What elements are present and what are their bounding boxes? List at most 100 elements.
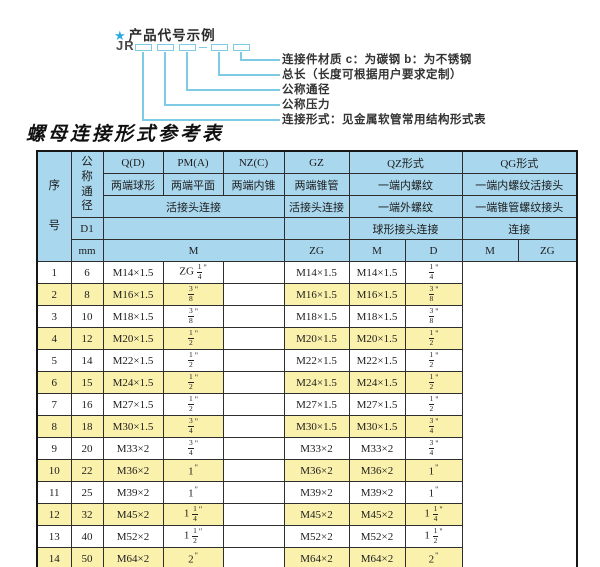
inch-mark: " (194, 351, 198, 361)
cell-dn-mm: 14 (70, 349, 104, 372)
table-row: 13 40 M52×2 1 1 2 " M52×2 M52×2 1 1 2 " (36, 525, 577, 548)
cell-qg-zg: 1 1 2 " (404, 525, 463, 548)
inch-mark: " (194, 307, 198, 317)
header-zg-label: ZG (283, 239, 350, 262)
header-union-connection: 活接头连接 (102, 195, 285, 218)
cell-m-union: M33×2 (102, 437, 164, 460)
inch-mark: " (435, 373, 439, 383)
cell-m-union: M36×2 (102, 459, 164, 482)
code-box-4 (211, 44, 228, 51)
cell-qg-zg: 3 4 " (404, 437, 463, 460)
table-header: 序号 公称通径 Q(D) PM(A) NZ(C) GZ QZ形式 QG形式 两端… (36, 150, 578, 262)
table-row: 1 6 M14×1.5 ZG 1 4 " M14×1.5 M14×1.5 1 4 " (36, 261, 577, 284)
cell-qz-m (222, 261, 285, 284)
cell-gz-zg: 3 8 " (162, 283, 224, 306)
cell-m-union: M30×1.5 (102, 415, 164, 438)
cell-seq: 5 (36, 349, 72, 372)
cell-gz-zg: 1 1 4 " (162, 503, 224, 526)
inch-mark: " (435, 485, 439, 495)
cell-seq: 11 (36, 481, 72, 504)
inch-mark: " (435, 417, 439, 427)
inch-mark: " (194, 373, 198, 383)
cell-qg-m: M22×1.5 (348, 349, 406, 372)
table-row: 3 10 M18×1.5 3 8 " M18×1.5 M18×1.5 3 8 " (36, 305, 577, 328)
inch-mark: " (194, 285, 198, 295)
connector-line (218, 74, 280, 76)
cell-dn-mm: 18 (70, 415, 104, 438)
cell-m-union: M39×2 (102, 481, 164, 504)
cell-qg-m: M20×1.5 (348, 327, 406, 350)
cell-qz-d: M22×1.5 (283, 349, 350, 372)
connector-line (218, 52, 220, 75)
header-qz: QZ形式 (348, 150, 463, 174)
connector-line (240, 59, 280, 61)
inch-mark: " (194, 395, 198, 405)
inch-mark: " (194, 463, 198, 473)
header-pm-desc: 两端平面 (162, 173, 224, 196)
cell-dn-mm: 12 (70, 327, 104, 350)
cell-gz-zg: 3 4 " (162, 437, 224, 460)
cell-seq: 9 (36, 437, 72, 460)
cell-seq: 10 (36, 459, 72, 482)
cell-qz-m (222, 415, 285, 438)
cell-gz-zg: 1 2 " (162, 371, 224, 394)
header-empty-m-range (102, 217, 285, 240)
header-qg: QG形式 (461, 150, 578, 174)
cell-qg-zg: 1 2 " (404, 349, 463, 372)
code-label-length: 总长（长度可根据用户要求定制） (282, 69, 462, 81)
cell-m-union: M14×1.5 (102, 261, 164, 284)
cell-qz-m (222, 437, 285, 460)
cell-qg-m: M52×2 (348, 525, 406, 548)
code-box-1 (135, 44, 152, 51)
cell-dn-mm: 8 (70, 283, 104, 306)
header-qg-desc2: 一端锥管螺纹接头 (461, 195, 578, 218)
cell-qg-zg: 1 2 " (404, 393, 463, 416)
cell-m-union: M27×1.5 (102, 393, 164, 416)
inch-mark: " (203, 263, 207, 273)
header-pm: PM(A) (162, 150, 224, 174)
table-row: 9 20 M33×2 3 4 " M33×2 M33×2 3 4 " (36, 437, 577, 460)
cell-gz-zg: ZG 1 4 " (162, 261, 224, 284)
cell-dn-mm: 50 (70, 547, 104, 567)
code-label-connection: 连接形式：见金属软管常用结构形式表 (282, 114, 486, 126)
cell-m-union: M20×1.5 (102, 327, 164, 350)
inch-mark: " (435, 439, 439, 449)
cell-qg-zg: 1 1 4 " (404, 503, 463, 526)
star-icon: ★ (114, 28, 127, 43)
cell-dn-mm: 15 (70, 371, 104, 394)
cell-gz-zg: 2" (162, 547, 224, 567)
code-box-5 (233, 44, 250, 51)
cell-qg-zg: 3 8 " (404, 305, 463, 328)
cell-qg-m: M24×1.5 (348, 371, 406, 394)
cell-gz-zg: 1 1 2 " (162, 525, 224, 548)
cell-m-union: M64×2 (102, 547, 164, 567)
table-row: 14 50 M64×2 2" M64×2 M64×2 2" (36, 547, 577, 567)
cell-qg-m: M39×2 (348, 481, 406, 504)
cell-qg-m: M27×1.5 (348, 393, 406, 416)
cell-qz-d: M30×1.5 (283, 415, 350, 438)
header-d1: D1 (70, 217, 104, 240)
cell-dn-mm: 20 (70, 437, 104, 460)
cell-qz-d: M16×1.5 (283, 283, 350, 306)
connector-line (240, 52, 242, 60)
inch-mark: " (194, 551, 198, 561)
connector-line (186, 52, 188, 90)
header-qz-connection: 球形接头连接 (348, 217, 463, 240)
